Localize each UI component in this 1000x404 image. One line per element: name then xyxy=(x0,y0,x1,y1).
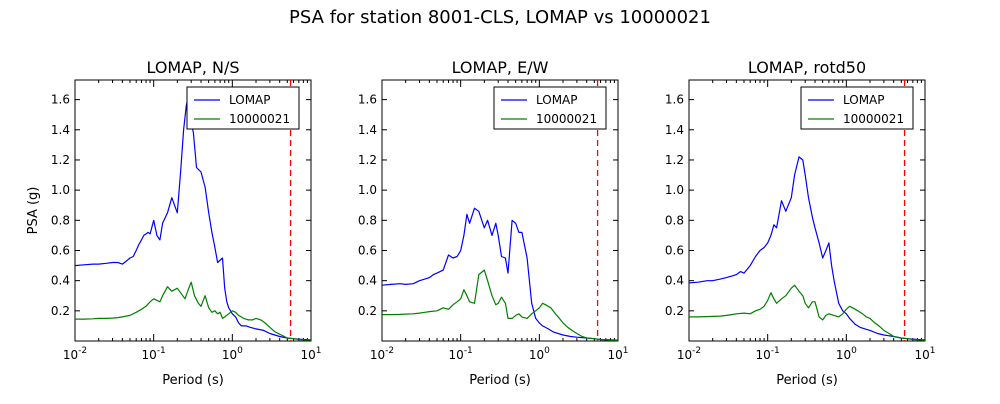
y-tick-label: 1.6 xyxy=(358,93,377,107)
y-tick-label: 0.6 xyxy=(665,243,684,257)
y-tick-label: 1.4 xyxy=(665,123,684,137)
series-line-comparison xyxy=(689,284,925,341)
x-tick-label: 10-2 xyxy=(370,346,394,362)
y-tick-label: 0.4 xyxy=(358,274,377,288)
y-tick-label: 0.2 xyxy=(665,304,684,318)
chart-title: LOMAP, E/W xyxy=(452,58,549,77)
x-tick-label: 10-2 xyxy=(63,346,87,362)
legend-label: LOMAP xyxy=(229,93,271,107)
chart-panel-3: LOMAP, rotd50 0.2 0.4 0.6 0.8 1.0 1.2 1.4 1.6 10-… xyxy=(665,58,936,388)
chart-title: LOMAP, rotd50 xyxy=(748,58,866,77)
y-tick-label: 1.2 xyxy=(51,153,70,167)
legend-label: LOMAP xyxy=(536,93,578,107)
plot-frame xyxy=(688,79,926,342)
x-axis-label: Period (s) xyxy=(776,373,838,388)
x-tick-label: 100 xyxy=(529,346,550,362)
x-axis-label: Period (s) xyxy=(469,373,531,388)
x-axis-label: Period (s) xyxy=(162,373,224,388)
y-tick-label: 0.4 xyxy=(51,274,70,288)
figure-title: PSA for station 8001-CLS, LOMAP vs 10000… xyxy=(289,7,711,28)
legend-label: 10000021 xyxy=(843,112,904,126)
legend-box xyxy=(800,86,914,130)
x-tick-label: 10-2 xyxy=(677,346,701,362)
x-tick-label: 101 xyxy=(607,346,628,362)
y-tick-label: 0.2 xyxy=(358,304,377,318)
series-line-comparison xyxy=(382,269,618,341)
y-tick-label: 0.2 xyxy=(51,304,70,318)
x-tick-label: 10-1 xyxy=(142,346,166,362)
y-axis-label: PSA (g) xyxy=(26,187,41,235)
chart-panels: LOMAP, N/S 0.2 0.4 0.6 0.8 1.0 1.2 1.4 1.6 10-2 10… xyxy=(26,58,936,388)
x-tick-label: 100 xyxy=(836,346,857,362)
chart-panel-1: LOMAP, N/S 0.2 0.4 0.6 0.8 1.0 1.2 1.4 1.6 10-2 10… xyxy=(26,58,322,388)
y-tick-label: 1.6 xyxy=(51,93,70,107)
y-tick-label: 0.6 xyxy=(51,243,70,257)
legend-label: LOMAP xyxy=(843,93,885,107)
y-tick-label: 1.0 xyxy=(665,183,684,197)
y-tick-label: 0.4 xyxy=(665,274,684,288)
legend-label: 10000021 xyxy=(536,112,597,126)
x-tick-label: 10-1 xyxy=(449,346,473,362)
x-tick-label: 10-1 xyxy=(756,346,780,362)
legend-box xyxy=(493,86,607,130)
y-tick-label: 0.8 xyxy=(51,213,70,227)
plot-frame xyxy=(74,79,312,342)
y-tick-label: 0.8 xyxy=(358,213,377,227)
y-tick-label: 1.4 xyxy=(358,123,377,137)
series-line-lomap xyxy=(382,207,618,341)
y-tick-label: 1.4 xyxy=(51,123,70,137)
legend-label: 10000021 xyxy=(229,112,290,126)
chart-panel-2: LOMAP, E/W 0.2 0.4 0.6 0.8 1.0 1.2 1.4 1.6 10-2 10… xyxy=(358,58,629,388)
y-tick-label: 1.2 xyxy=(358,153,377,167)
x-tick-label: 101 xyxy=(914,346,935,362)
y-tick-label: 0.6 xyxy=(358,243,377,257)
y-tick-label: 1.2 xyxy=(665,153,684,167)
chart-title: LOMAP, N/S xyxy=(146,58,239,77)
legend-box xyxy=(186,86,300,130)
y-tick-label: 1.6 xyxy=(665,93,684,107)
series-line-comparison xyxy=(75,281,311,341)
y-tick-label: 0.8 xyxy=(665,213,684,227)
series-line-lomap xyxy=(689,156,925,341)
y-tick-label: 1.0 xyxy=(358,183,377,197)
x-tick-label: 100 xyxy=(222,346,243,362)
plot-frame xyxy=(381,79,619,342)
y-tick-label: 1.0 xyxy=(51,183,70,197)
x-tick-label: 101 xyxy=(300,346,321,362)
